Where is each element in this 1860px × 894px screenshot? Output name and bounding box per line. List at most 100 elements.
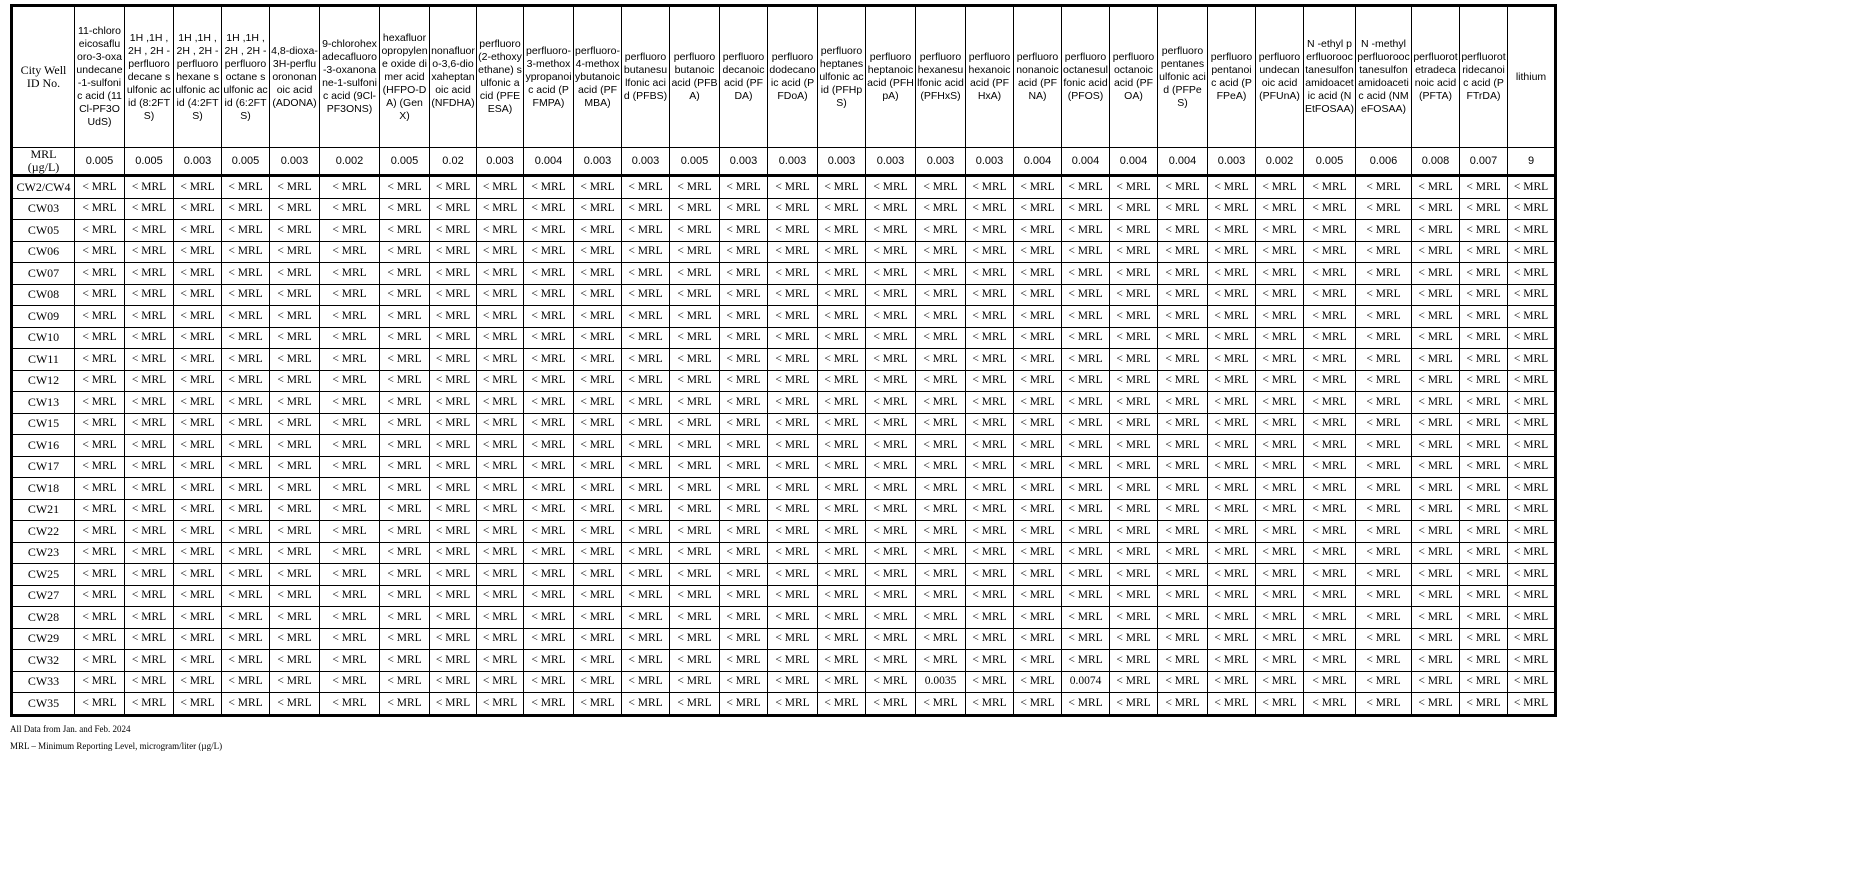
result-cell: < MRL <box>1013 606 1062 629</box>
result-cell: < MRL <box>1207 649 1256 672</box>
result-cell: < MRL <box>124 240 174 263</box>
result-cell: < MRL <box>817 348 866 371</box>
result-cell: < MRL <box>1411 326 1460 349</box>
result-cell: < MRL <box>573 520 622 543</box>
result-cell: < MRL <box>1355 649 1412 672</box>
result-cell: < MRL <box>621 326 670 349</box>
result-cell: < MRL <box>1013 670 1062 693</box>
result-cell: < MRL <box>429 541 477 564</box>
result-cell: < MRL <box>1157 412 1208 435</box>
result-cell: < MRL <box>173 369 222 392</box>
result-cell: < MRL <box>429 219 477 242</box>
result-cell: < MRL <box>767 477 818 500</box>
result-cell: < MRL <box>379 219 430 242</box>
table-row: CW27 < MRL < MRL < MRL < MRL < MRL < MRL < MRL <… <box>11 584 1556 607</box>
result-cell: < MRL <box>379 283 430 306</box>
result-cell: < MRL <box>124 305 174 328</box>
result-cell: < MRL <box>1459 369 1508 392</box>
result-cell: < MRL <box>621 584 670 607</box>
result-cell: < MRL <box>915 326 966 349</box>
result-cell: < MRL <box>1411 412 1460 435</box>
result-cell: < MRL <box>1507 262 1556 285</box>
well-id: CW13 <box>11 391 75 414</box>
result-cell: < MRL <box>1255 606 1304 629</box>
result-cell: < MRL <box>1013 498 1062 521</box>
result-cell: < MRL <box>1013 692 1062 716</box>
result-cell: < MRL <box>865 455 916 478</box>
result-cell: < MRL <box>1013 305 1062 328</box>
result-cell: < MRL <box>1507 412 1556 435</box>
well-id: CW03 <box>11 197 75 220</box>
result-cell: < MRL <box>379 197 430 220</box>
result-cell: < MRL <box>573 563 622 586</box>
result-cell: < MRL <box>1207 627 1256 650</box>
result-cell: < MRL <box>221 541 270 564</box>
result-cell: < MRL <box>719 692 768 716</box>
result-cell: < MRL <box>719 326 768 349</box>
result-cell: < MRL <box>719 305 768 328</box>
result-cell: < MRL <box>476 283 524 306</box>
result-cell: < MRL <box>965 563 1014 586</box>
result-cell: < MRL <box>1013 541 1062 564</box>
result-cell: < MRL <box>476 326 524 349</box>
result-cell: < MRL <box>1255 455 1304 478</box>
result-cell: < MRL <box>1157 175 1208 199</box>
column-header: perfluorooctanesulfonic acid (PFOS) <box>1061 5 1110 148</box>
result-cell: < MRL <box>865 326 916 349</box>
result-cell: < MRL <box>476 348 524 371</box>
result-cell: < MRL <box>915 283 966 306</box>
result-cell: < MRL <box>1355 541 1412 564</box>
mrl-value: 0.003 <box>621 147 670 177</box>
result-cell: < MRL <box>429 262 477 285</box>
result-cell: < MRL <box>669 197 720 220</box>
result-cell: < MRL <box>1411 348 1460 371</box>
mrl-value: 0.004 <box>1013 147 1062 177</box>
result-cell: < MRL <box>269 305 320 328</box>
result-cell: < MRL <box>523 175 574 199</box>
result-cell: < MRL <box>767 584 818 607</box>
result-cell: < MRL <box>1013 412 1062 435</box>
result-cell: 0.0035 <box>915 670 966 693</box>
result-cell: < MRL <box>573 670 622 693</box>
result-cell: < MRL <box>1303 434 1356 457</box>
result-cell: < MRL <box>669 305 720 328</box>
result-cell: < MRL <box>319 692 380 716</box>
result-cell: < MRL <box>523 670 574 693</box>
result-cell: < MRL <box>429 627 477 650</box>
result-cell: < MRL <box>573 283 622 306</box>
document-body: City Well ID No. 11-chloroeicosafluoro-3… <box>10 4 1557 753</box>
well-id: CW10 <box>11 326 75 349</box>
result-cell: < MRL <box>523 563 574 586</box>
result-cell: < MRL <box>1355 305 1412 328</box>
result-cell: < MRL <box>915 391 966 414</box>
mrl-value: 0.008 <box>1411 147 1460 177</box>
result-cell: < MRL <box>74 391 125 414</box>
result-cell: < MRL <box>573 175 622 199</box>
column-header: perfluoro-4-methoxybutanoic acid (PFMBA) <box>573 5 622 148</box>
well-id: CW29 <box>11 627 75 650</box>
result-cell: < MRL <box>1061 326 1110 349</box>
result-cell: < MRL <box>221 240 270 263</box>
result-cell: < MRL <box>221 692 270 716</box>
result-cell: < MRL <box>1061 498 1110 521</box>
result-cell: < MRL <box>621 477 670 500</box>
result-cell: < MRL <box>1255 520 1304 543</box>
well-id: CW32 <box>11 649 75 672</box>
result-cell: < MRL <box>269 649 320 672</box>
result-cell: < MRL <box>865 175 916 199</box>
result-cell: < MRL <box>1507 627 1556 650</box>
result-cell: < MRL <box>1255 627 1304 650</box>
result-cell: < MRL <box>124 326 174 349</box>
result-cell: < MRL <box>319 391 380 414</box>
mrl-value: 0.002 <box>1255 147 1304 177</box>
result-cell: < MRL <box>1303 240 1356 263</box>
result-cell: < MRL <box>865 649 916 672</box>
result-cell: < MRL <box>221 434 270 457</box>
result-cell: < MRL <box>74 649 125 672</box>
table-row: CW11 < MRL < MRL < MRL < MRL < MRL < MRL < MRL <… <box>11 348 1556 371</box>
result-cell: < MRL <box>573 262 622 285</box>
result-cell: < MRL <box>965 326 1014 349</box>
well-id: CW16 <box>11 434 75 457</box>
result-cell: < MRL <box>1303 606 1356 629</box>
table-row: CW25 < MRL < MRL < MRL < MRL < MRL < MRL < MRL <… <box>11 563 1556 586</box>
